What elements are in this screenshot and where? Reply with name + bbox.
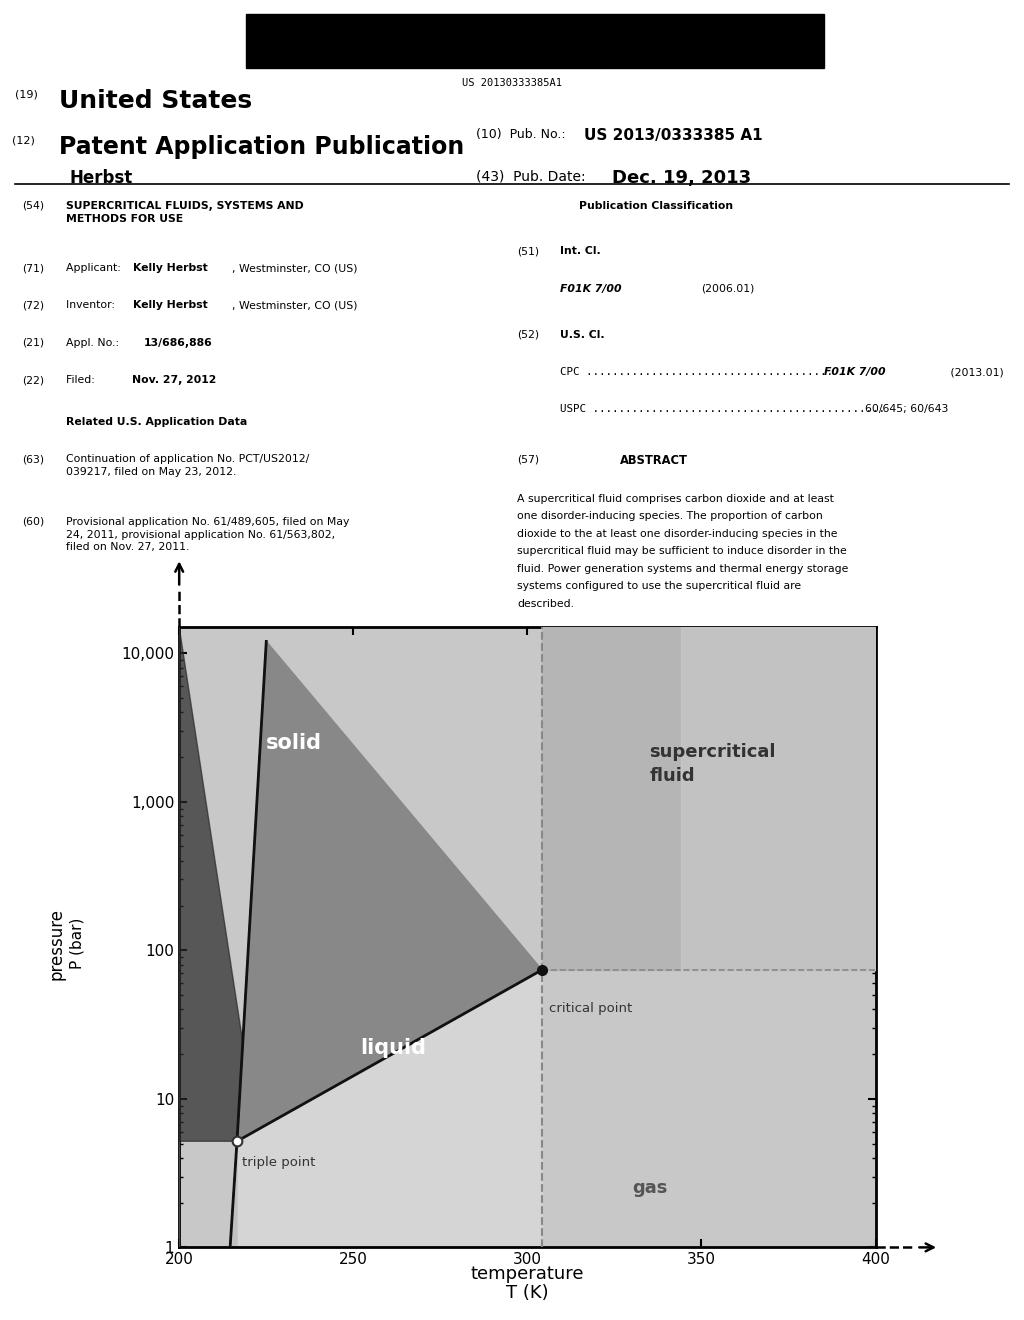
Text: (2006.01): (2006.01): [701, 284, 755, 294]
Text: (19): (19): [15, 88, 38, 99]
Text: (22): (22): [23, 375, 45, 385]
Text: (63): (63): [23, 454, 45, 465]
Text: solid: solid: [266, 733, 323, 752]
Text: (2013.01): (2013.01): [947, 367, 1004, 378]
Polygon shape: [179, 627, 266, 1320]
Text: Related U.S. Application Data: Related U.S. Application Data: [66, 417, 247, 426]
Text: dioxide to the at least one disorder-inducing species in the: dioxide to the at least one disorder-ind…: [517, 529, 838, 539]
Text: United States: United States: [59, 88, 253, 114]
Polygon shape: [542, 627, 876, 970]
Text: (43)  Pub. Date:: (43) Pub. Date:: [476, 169, 586, 183]
Text: F01K 7/00: F01K 7/00: [560, 284, 622, 294]
Text: (54): (54): [23, 201, 45, 211]
Text: one disorder-inducing species. The proportion of carbon: one disorder-inducing species. The propo…: [517, 511, 823, 521]
Text: supercritical
fluid: supercritical fluid: [649, 743, 776, 784]
Text: (21): (21): [23, 338, 45, 348]
Text: , Westminster, CO (US): , Westminster, CO (US): [232, 301, 358, 310]
Text: (71): (71): [23, 263, 45, 273]
Text: (57): (57): [517, 454, 540, 465]
Text: Int. Cl.: Int. Cl.: [560, 247, 601, 256]
Text: Kelly Herbst: Kelly Herbst: [133, 263, 208, 273]
Text: (60): (60): [23, 516, 45, 527]
Text: T (K): T (K): [506, 1284, 549, 1303]
Text: Dec. 19, 2013: Dec. 19, 2013: [612, 169, 752, 187]
Polygon shape: [681, 627, 876, 970]
Text: A supercritical fluid comprises carbon dioxide and at least: A supercritical fluid comprises carbon d…: [517, 494, 834, 504]
Text: (72): (72): [23, 301, 45, 310]
Text: pressure: pressure: [47, 908, 66, 979]
Text: gas: gas: [632, 1179, 668, 1197]
Text: (52): (52): [517, 330, 540, 339]
Polygon shape: [179, 1142, 237, 1320]
Polygon shape: [179, 627, 243, 1142]
Text: Provisional application No. 61/489,605, filed on May
24, 2011, provisional appli: Provisional application No. 61/489,605, …: [66, 516, 349, 552]
Text: Kelly Herbst: Kelly Herbst: [133, 301, 208, 310]
Polygon shape: [237, 642, 542, 1142]
Text: CPC ......................................: CPC ....................................…: [560, 367, 834, 378]
Text: (12): (12): [12, 136, 35, 145]
Text: supercritical fluid may be sufficient to induce disorder in the: supercritical fluid may be sufficient to…: [517, 546, 847, 556]
Text: US 20130333385A1: US 20130333385A1: [462, 78, 562, 88]
Text: Publication Classification: Publication Classification: [579, 201, 733, 211]
Bar: [246, 15, 607, 67]
Text: F01K 7/00: F01K 7/00: [824, 367, 886, 378]
Text: Appl. No.:: Appl. No.:: [66, 338, 122, 348]
Text: Applicant:: Applicant:: [66, 263, 124, 273]
Text: Filed:: Filed:: [66, 375, 123, 385]
Text: temperature: temperature: [471, 1265, 584, 1283]
Text: U.S. Cl.: U.S. Cl.: [560, 330, 605, 339]
Text: Continuation of application No. PCT/US2012/
039217, filed on May 23, 2012.: Continuation of application No. PCT/US20…: [66, 454, 309, 477]
Text: ABSTRACT: ABSTRACT: [620, 454, 687, 467]
Text: Patent Application Publication: Patent Application Publication: [59, 136, 465, 160]
Text: (51): (51): [517, 247, 540, 256]
Text: fluid. Power generation systems and thermal energy storage: fluid. Power generation systems and ther…: [517, 564, 849, 574]
Text: critical point: critical point: [549, 1002, 632, 1015]
Text: 13/686,886: 13/686,886: [143, 338, 212, 348]
Text: triple point: triple point: [243, 1156, 315, 1170]
Polygon shape: [179, 627, 876, 1320]
Text: USPC .............................................: USPC ...................................…: [560, 404, 885, 414]
Text: Nov. 27, 2012: Nov. 27, 2012: [132, 375, 216, 385]
Text: described.: described.: [517, 599, 574, 609]
Text: liquid: liquid: [360, 1038, 426, 1057]
Text: P (bar): P (bar): [70, 919, 84, 969]
Text: Inventor:: Inventor:: [66, 301, 125, 310]
Text: 60/645; 60/643: 60/645; 60/643: [865, 404, 948, 414]
Polygon shape: [237, 970, 876, 1247]
Text: SUPERCRITICAL FLUIDS, SYSTEMS AND
METHODS FOR USE: SUPERCRITICAL FLUIDS, SYSTEMS AND METHOD…: [66, 201, 303, 224]
Bar: [607, 15, 824, 67]
Text: Herbst: Herbst: [70, 169, 133, 187]
Text: (10)  Pub. No.:: (10) Pub. No.:: [476, 128, 566, 141]
Text: US 2013/0333385 A1: US 2013/0333385 A1: [584, 128, 762, 144]
Text: systems configured to use the supercritical fluid are: systems configured to use the supercriti…: [517, 581, 801, 591]
Text: , Westminster, CO (US): , Westminster, CO (US): [232, 263, 358, 273]
